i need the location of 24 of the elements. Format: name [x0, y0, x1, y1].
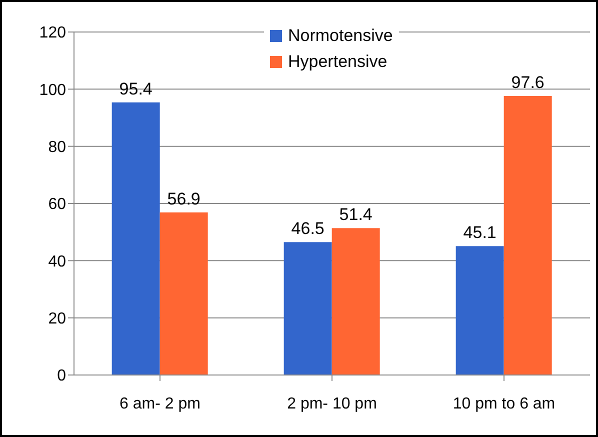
- data-label: 45.1: [463, 223, 496, 242]
- y-tick-label: 40: [48, 253, 66, 270]
- bar: [456, 246, 504, 375]
- bar: [504, 96, 552, 375]
- data-label: 46.5: [291, 219, 324, 238]
- y-tick-label: 120: [39, 24, 66, 42]
- data-label: 95.4: [119, 79, 152, 98]
- legend-label: Normotensive: [288, 26, 393, 46]
- y-tick-label: 0: [57, 368, 66, 385]
- y-tick-label: 20: [48, 310, 66, 328]
- legend-label: Hypertensive: [288, 52, 388, 72]
- y-tick-label: 80: [48, 139, 66, 156]
- bar: [332, 228, 380, 375]
- y-tick-label: 100: [39, 82, 66, 99]
- data-label: 97.6: [511, 73, 544, 92]
- x-tick-label: 10 pm to 6 am: [452, 395, 556, 412]
- bar: [112, 102, 160, 375]
- bar: [160, 212, 208, 375]
- bar: [284, 242, 332, 375]
- x-tick-label: 6 am- 2 pm: [120, 395, 200, 412]
- y-tick-label: 60: [48, 196, 66, 214]
- data-label: 56.9: [167, 189, 200, 208]
- x-tick-label: 2 pm- 10 pm: [287, 395, 377, 412]
- data-label: 51.4: [339, 205, 372, 224]
